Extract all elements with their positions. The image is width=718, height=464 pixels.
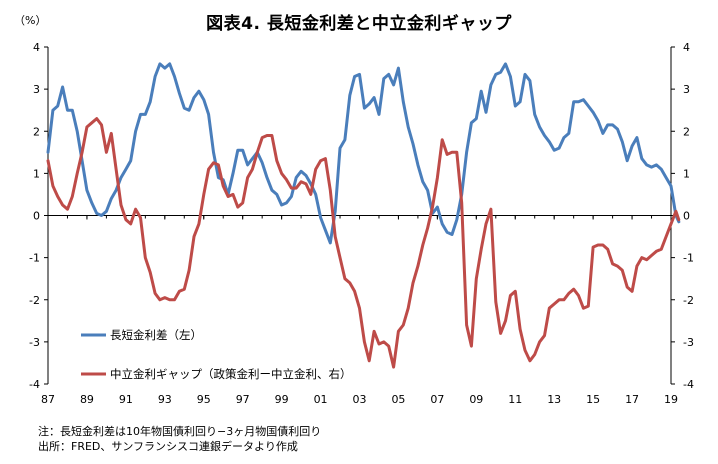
- x-tick-label: 91: [119, 393, 133, 406]
- note-line-1: 注：長短金利差は10年物国債利回り−3ヶ月物国債利回り: [38, 425, 322, 438]
- x-tick-label: 19: [664, 393, 678, 406]
- y-tick-label-left: 0: [33, 210, 40, 223]
- legend-label-1: 長短金利差（左）: [110, 328, 202, 342]
- y-tick-label-right: 4: [683, 41, 690, 54]
- y-tick-label-right: -1: [683, 252, 694, 265]
- x-tick-label: 95: [197, 393, 211, 406]
- series-line-2: [46, 117, 681, 369]
- legend-label-2: 中立金利ギャップ（政策金利ー中立金利、右）: [110, 367, 352, 381]
- x-tick-label: 17: [625, 393, 639, 406]
- x-tick-label: 11: [508, 393, 522, 406]
- y-tick-label-left: -1: [29, 252, 40, 265]
- x-tick-label: 15: [586, 393, 600, 406]
- x-tick-label: 99: [275, 393, 289, 406]
- series-line-1: [46, 62, 681, 245]
- y-tick-label-right: 0: [683, 210, 690, 223]
- x-tick-label: 13: [547, 393, 561, 406]
- y-tick-label-left: -4: [29, 378, 40, 391]
- y-tick-label-right: -4: [683, 378, 694, 391]
- y-tick-label-right: 2: [683, 125, 690, 138]
- y-tick-label-right: -2: [683, 294, 694, 307]
- y-tick-label-left: -3: [29, 336, 40, 349]
- x-tick-label: 93: [158, 393, 172, 406]
- note-line-2: 出所：FRED、サンフランシスコ連銀データより作成: [38, 440, 298, 453]
- y-tick-label-right: -3: [683, 336, 694, 349]
- y-tick-label-left: 2: [33, 125, 40, 138]
- chart-title: 図表4. 長短金利差と中立金利ギャップ: [206, 14, 512, 34]
- chart-series: [46, 62, 681, 369]
- y-tick-label-left: 3: [33, 83, 40, 96]
- chart-legend: 長短金利差（左） 中立金利ギャップ（政策金利ー中立金利、右）: [81, 328, 352, 381]
- x-tick-label: 87: [41, 393, 55, 406]
- unit-label: （%）: [14, 14, 46, 27]
- y-tick-label-left: 4: [33, 41, 40, 54]
- y-tick-label-left: 1: [33, 167, 40, 180]
- x-tick-label: 03: [353, 393, 367, 406]
- x-tick-label: 09: [469, 393, 483, 406]
- x-tick-label: 07: [430, 393, 444, 406]
- y-tick-label-right: 1: [683, 167, 690, 180]
- x-tick-label: 05: [391, 393, 405, 406]
- x-tick-label: 89: [80, 393, 94, 406]
- y-tick-label-right: 3: [683, 83, 690, 96]
- y-tick-label-left: -2: [29, 294, 40, 307]
- x-tick-label: 97: [236, 393, 250, 406]
- x-tick-label: 01: [314, 393, 328, 406]
